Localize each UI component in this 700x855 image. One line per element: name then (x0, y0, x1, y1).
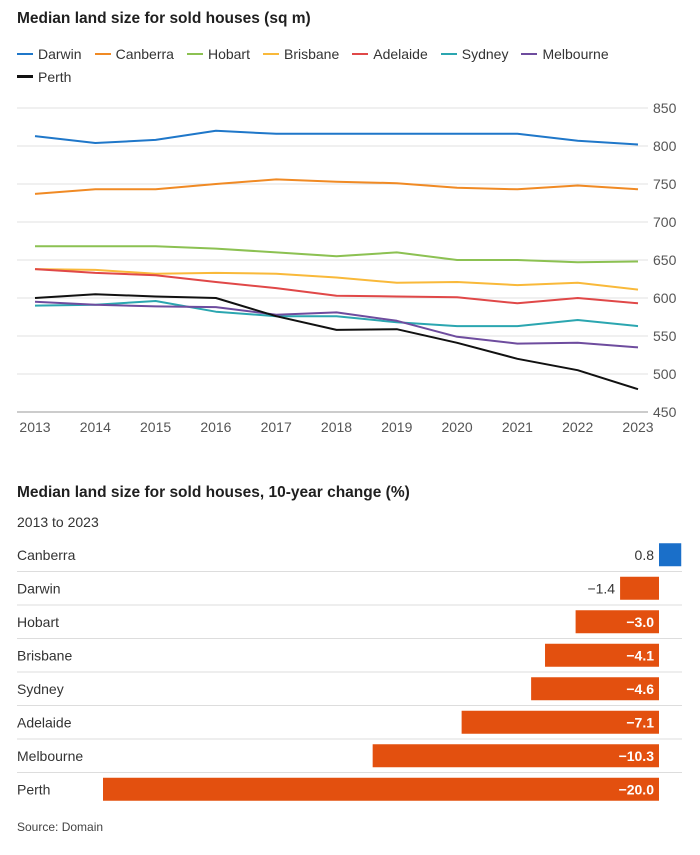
legend-swatch (186, 52, 203, 55)
legend-item-sydney: Sydney (440, 43, 509, 65)
y-tick-label: 850 (653, 100, 677, 116)
series-line-melbourne (34, 300, 639, 349)
x-tick-label: 2016 (200, 419, 231, 435)
category-label: Adelaide (17, 714, 72, 730)
legend-swatch (440, 52, 457, 55)
legend-label: Sydney (461, 45, 509, 62)
category-label: Canberra (17, 547, 76, 563)
legend-label: Melbourne (542, 45, 609, 62)
bar-perth (103, 777, 659, 801)
bar-chart-title: Median land size for sold houses, 10-yea… (17, 484, 410, 501)
bar-chart: Canberra 0.8 Darwin −1.4 Hobart −3.0 Brisbane −… (17, 543, 682, 801)
y-tick-label: 750 (653, 176, 677, 192)
legend-item-adelaide: Adelaide (352, 43, 428, 65)
x-tick-label: 2023 (622, 419, 653, 435)
data-label: −20.0 (619, 781, 655, 797)
y-tick-label: 600 (653, 290, 677, 306)
y-tick-label: 500 (653, 366, 677, 382)
x-tick-label: 2017 (261, 419, 292, 435)
x-tick-label: 2021 (502, 419, 533, 435)
legend-label: Hobart (207, 45, 250, 62)
x-tick-label: 2019 (381, 419, 412, 435)
x-tick-label: 2015 (140, 419, 171, 435)
bar-canberra (659, 543, 682, 567)
bar-brisbane (545, 643, 659, 667)
x-tick-label: 2013 (19, 419, 50, 435)
x-tick-label: 2018 (321, 419, 352, 435)
legend-item-melbourne: Melbourne (521, 43, 609, 65)
series-line-sydney (34, 300, 639, 328)
x-tick-label: 2022 (562, 419, 593, 435)
category-label: Darwin (17, 580, 61, 596)
series-line-perth (34, 293, 639, 391)
series-line-hobart (35, 245, 639, 264)
data-label: −7.1 (626, 714, 654, 730)
series-line-adelaide (34, 268, 639, 305)
y-tick-label: 550 (653, 328, 677, 344)
line-chart-legend: Darwin Canberra Hobart Brisbane Adelaide Sydn… (17, 42, 657, 88)
bar-melbourne (372, 744, 659, 768)
legend-swatch (521, 52, 538, 55)
bar-chart-subtitle: 2013 to 2023 (17, 514, 99, 530)
category-label: Hobart (17, 614, 59, 630)
legend-label: Perth (38, 68, 72, 85)
series-line-darwin (34, 129, 639, 146)
source-note: Source: Domain (17, 820, 104, 834)
legend-item-darwin: Darwin (17, 43, 82, 65)
bar-darwin (620, 576, 659, 600)
legend-swatch (262, 52, 279, 55)
legend-item-perth: Perth (17, 66, 71, 88)
legend-label: Brisbane (283, 45, 340, 62)
y-tick-label: 800 (653, 138, 677, 154)
legend-swatch (352, 52, 369, 55)
legend-swatch (94, 52, 111, 55)
line-chart-title: Median land size for sold houses (sq m) (17, 10, 311, 27)
category-label: Brisbane (17, 647, 72, 663)
x-tick-label: 2020 (442, 419, 473, 435)
line-chart: 450 500 550 600 650 700 750 800 850 2013 2014 2015 2… (17, 100, 677, 435)
series-line-canberra (34, 178, 639, 195)
y-tick-label: 650 (653, 252, 677, 268)
bar-adelaide (461, 710, 659, 734)
y-tick-label: 700 (653, 214, 677, 230)
data-label: 0.8 (635, 547, 655, 563)
data-label: −4.6 (626, 681, 654, 697)
data-label: −1.4 (587, 580, 615, 596)
data-label: −10.3 (619, 748, 655, 764)
legend-item-canberra: Canberra (94, 43, 174, 65)
legend-label: Adelaide (373, 45, 428, 62)
data-label: −3.0 (626, 614, 654, 630)
bar-sydney (531, 677, 659, 701)
series-line-brisbane (34, 268, 639, 291)
legend-label: Darwin (38, 45, 82, 62)
legend-item-brisbane: Brisbane (262, 43, 340, 65)
bar-hobart (575, 610, 659, 634)
category-label: Perth (17, 781, 50, 797)
legend-swatch (17, 52, 33, 55)
data-label: −4.1 (626, 647, 654, 663)
x-tick-label: 2014 (80, 419, 111, 435)
category-label: Sydney (17, 681, 64, 697)
y-tick-label: 450 (653, 404, 677, 420)
legend-label: Canberra (115, 45, 174, 62)
legend-item-hobart: Hobart (186, 43, 250, 65)
category-label: Melbourne (17, 748, 83, 764)
legend-swatch (17, 75, 33, 78)
